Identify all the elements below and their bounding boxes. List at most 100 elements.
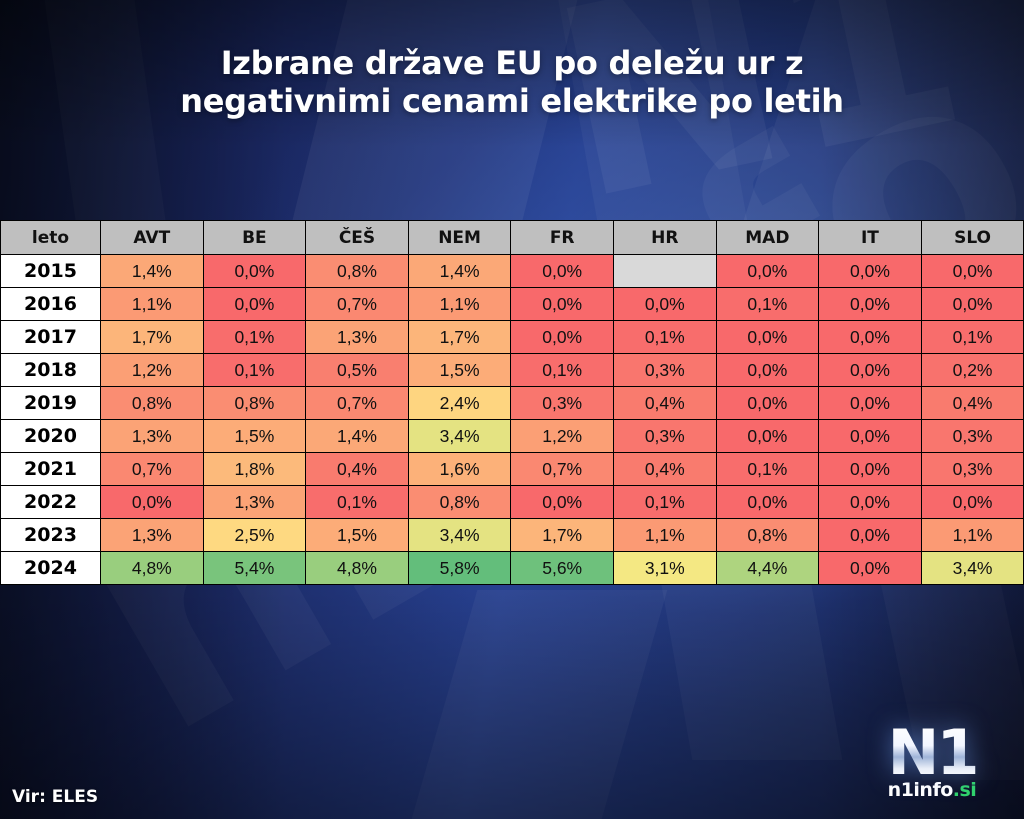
heatmap-table: leto AVT BE ČEŠ NEM FR HR MAD IT SLO 2015 1,4% 0,0%…: [0, 220, 1024, 585]
cell-hr-2023: 1,1%: [612, 518, 717, 552]
title-line-2: negativnimi cenami elektrike po letih: [180, 81, 844, 120]
cell-be-2015: 0,0%: [202, 254, 307, 288]
cell-češ-2019: 0,7%: [305, 386, 409, 420]
cell-fr-2022: 0,0%: [510, 485, 614, 519]
column-header-it: IT: [818, 220, 922, 255]
cell-hr-2022: 0,1%: [612, 485, 717, 519]
table-row: 2017 1,7% 0,1% 1,3% 1,7% 0,0% 0,1% 0,0% 0,0% 0,1%: [0, 320, 1024, 354]
cell-češ-2023: 1,5%: [305, 518, 409, 552]
cell-it-2023: 0,0%: [818, 518, 922, 552]
row-year-label: 2020: [0, 419, 101, 453]
cell-nem-2018: 1,5%: [407, 353, 512, 387]
cell-mad-2024: 4,4%: [715, 551, 820, 585]
table-row: 2021 0,7% 1,8% 0,4% 1,6% 0,7% 0,4% 0,1% 0,0% 0,3%: [0, 452, 1024, 486]
table-row: 2023 1,3% 2,5% 1,5% 3,4% 1,7% 1,1% 0,8% 0,0% 1,1%: [0, 518, 1024, 552]
cell-češ-2018: 0,5%: [305, 353, 409, 387]
row-year-label: 2022: [0, 485, 101, 519]
cell-češ-2020: 1,4%: [305, 419, 409, 453]
n1info-logo: N1 n1info.si: [862, 721, 1002, 801]
column-header-hr: HR: [612, 220, 717, 255]
cell-nem-2015: 1,4%: [407, 254, 512, 288]
cell-it-2024: 0,0%: [818, 551, 922, 585]
cell-avt-2018: 1,2%: [100, 353, 204, 387]
cell-it-2021: 0,0%: [818, 452, 922, 486]
cell-mad-2022: 0,0%: [715, 485, 820, 519]
column-header-avt: AVT: [100, 220, 204, 255]
column-header-fr: FR: [510, 220, 614, 255]
cell-avt-2020: 1,3%: [100, 419, 204, 453]
cell-mad-2019: 0,0%: [715, 386, 820, 420]
cell-it-2015: 0,0%: [818, 254, 922, 288]
column-header-češ: ČEŠ: [305, 220, 409, 255]
cell-avt-2024: 4,8%: [100, 551, 204, 585]
column-header-be: BE: [202, 220, 307, 255]
n1-logo-domain: n1info.si: [862, 779, 1002, 801]
row-year-label: 2015: [0, 254, 101, 288]
row-year-label: 2023: [0, 518, 101, 552]
cell-mad-2020: 0,0%: [715, 419, 820, 453]
cell-nem-2023: 3,4%: [407, 518, 512, 552]
table-row: 2019 0,8% 0,8% 0,7% 2,4% 0,3% 0,4% 0,0% 0,0% 0,4%: [0, 386, 1024, 420]
cell-nem-2016: 1,1%: [407, 287, 512, 321]
cell-avt-2021: 0,7%: [100, 452, 204, 486]
title-line-1: Izbrane države EU po deležu ur z: [220, 44, 804, 82]
source-label: Vir: ELES: [12, 787, 99, 807]
row-year-label: 2024: [0, 551, 101, 585]
cell-fr-2023: 1,7%: [510, 518, 614, 552]
cell-it-2022: 0,0%: [818, 485, 922, 519]
cell-hr-2016: 0,0%: [612, 287, 717, 321]
table-body: 2015 1,4% 0,0% 0,8% 1,4% 0,0% 0,0% 0,0% 0,0% 2016…: [0, 254, 1024, 585]
cell-hr-2019: 0,4%: [612, 386, 717, 420]
cell-nem-2019: 2,4%: [407, 386, 512, 420]
cell-be-2017: 0,1%: [202, 320, 307, 354]
table-header-row: leto AVT BE ČEŠ NEM FR HR MAD IT SLO: [0, 220, 1024, 255]
cell-it-2019: 0,0%: [818, 386, 922, 420]
cell-hr-2017: 0,1%: [612, 320, 717, 354]
cell-slo-2020: 0,3%: [920, 419, 1024, 453]
cell-be-2022: 1,3%: [202, 485, 307, 519]
table-row: 2022 0,0% 1,3% 0,1% 0,8% 0,0% 0,1% 0,0% 0,0% 0,0%: [0, 485, 1024, 519]
column-header-leto: leto: [0, 220, 101, 255]
cell-mad-2021: 0,1%: [715, 452, 820, 486]
cell-fr-2021: 0,7%: [510, 452, 614, 486]
cell-mad-2023: 0,8%: [715, 518, 820, 552]
cell-češ-2015: 0,8%: [305, 254, 409, 288]
cell-it-2018: 0,0%: [818, 353, 922, 387]
cell-fr-2019: 0,3%: [510, 386, 614, 420]
cell-fr-2018: 0,1%: [510, 353, 614, 387]
cell-it-2020: 0,0%: [818, 419, 922, 453]
n1-logo-domain-tld: .si: [952, 779, 977, 801]
cell-mad-2015: 0,0%: [715, 254, 820, 288]
row-year-label: 2019: [0, 386, 101, 420]
table-row: 2024 4,8% 5,4% 4,8% 5,8% 5,6% 3,1% 4,4% 0,0% 3,4%: [0, 551, 1024, 585]
cell-hr-2024: 3,1%: [612, 551, 717, 585]
cell-fr-2017: 0,0%: [510, 320, 614, 354]
cell-avt-2019: 0,8%: [100, 386, 204, 420]
table-row: 2018 1,2% 0,1% 0,5% 1,5% 0,1% 0,3% 0,0% 0,0% 0,2%: [0, 353, 1024, 387]
cell-slo-2023: 1,1%: [920, 518, 1024, 552]
table-header: leto AVT BE ČEŠ NEM FR HR MAD IT SLO: [0, 220, 1024, 255]
row-year-label: 2018: [0, 353, 101, 387]
cell-češ-2024: 4,8%: [305, 551, 409, 585]
cell-češ-2022: 0,1%: [305, 485, 409, 519]
table-row: 2015 1,4% 0,0% 0,8% 1,4% 0,0% 0,0% 0,0% 0,0%: [0, 254, 1024, 288]
cell-slo-2017: 0,1%: [920, 320, 1024, 354]
cell-hr-2021: 0,4%: [612, 452, 717, 486]
cell-slo-2024: 3,4%: [920, 551, 1024, 585]
table-row: 2020 1,3% 1,5% 1,4% 3,4% 1,2% 0,3% 0,0% 0,0% 0,3%: [0, 419, 1024, 453]
cell-nem-2024: 5,8%: [407, 551, 512, 585]
cell-it-2016: 0,0%: [818, 287, 922, 321]
cell-be-2018: 0,1%: [202, 353, 307, 387]
cell-fr-2015: 0,0%: [510, 254, 614, 288]
row-year-label: 2017: [0, 320, 101, 354]
row-year-label: 2016: [0, 287, 101, 321]
cell-be-2019: 0,8%: [202, 386, 307, 420]
cell-slo-2016: 0,0%: [920, 287, 1024, 321]
cell-avt-2015: 1,4%: [100, 254, 204, 288]
cell-nem-2017: 1,7%: [407, 320, 512, 354]
cell-mad-2017: 0,0%: [715, 320, 820, 354]
column-header-nem: NEM: [407, 220, 512, 255]
column-header-slo: SLO: [920, 220, 1024, 255]
cell-fr-2024: 5,6%: [510, 551, 614, 585]
cell-avt-2017: 1,7%: [100, 320, 204, 354]
